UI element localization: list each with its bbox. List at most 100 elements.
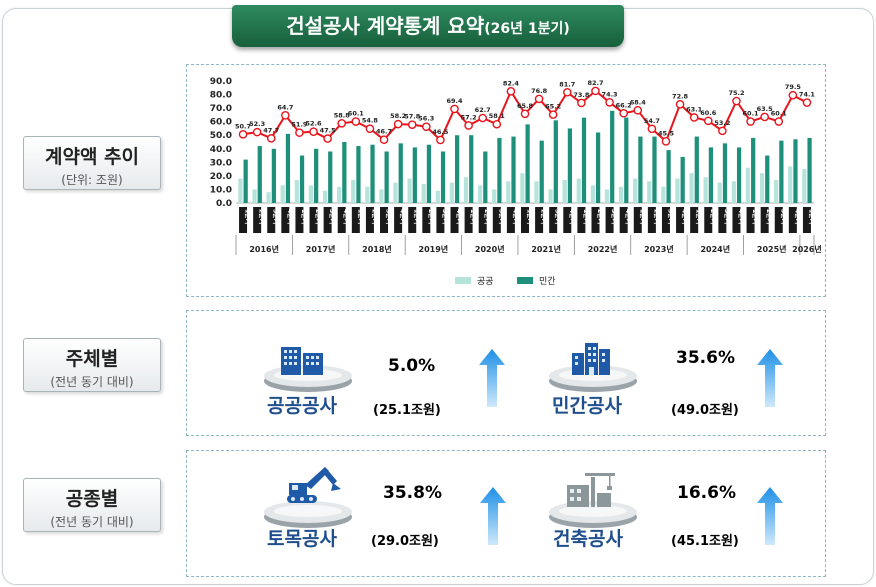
private-bar [426,144,432,203]
year-label: 2023년 [644,244,674,254]
private-bar [595,132,601,203]
public-bar [717,182,722,203]
total-point [266,134,276,143]
svg-text:3분기: 3분기 [666,209,674,224]
y-tick-label: 10.0 [210,185,232,195]
building-up-arrow-icon [757,487,783,545]
quarter-tick-label: 2분기 [309,207,322,233]
quarter-tick-label: 1분기 [746,207,759,233]
public-bar [421,184,426,203]
total-data-label: 72.8 [672,92,689,100]
svg-text:4분기: 4분기 [624,209,632,224]
private-bar [440,151,446,203]
public-bar [294,179,299,203]
private-bar [807,137,812,203]
total-point [675,100,685,109]
svg-text:1분기: 1분기 [469,209,477,224]
y-tick-label: 90.0 [210,77,232,87]
private-bar [370,144,375,203]
quarter-tick-label: 4분기 [281,207,294,233]
svg-text:3분기: 3분기 [723,209,731,224]
y-tick-label: 50.0 [210,131,232,141]
total-point [351,117,361,126]
svg-text:1분기: 1분기 [356,209,364,224]
public-bar [252,189,257,203]
quarter-tick-label: 3분기 [605,207,618,233]
quarter-tick-label: 4분기 [788,207,801,233]
public-bar [407,178,412,203]
total-data-label: 69.4 [446,97,463,105]
svg-text:1분기: 1분기 [244,209,252,224]
public-bar [703,177,708,203]
svg-text:1분기: 1분기 [638,209,646,224]
total-point [281,110,290,120]
quarter-tick-label: 4분기 [563,207,576,233]
private-bar [751,137,756,203]
page-subtitle: (26년 1분기) [484,21,570,37]
legend-public-swatch [455,277,471,284]
svg-text:3분기: 3분기 [441,209,449,224]
public-bar [492,189,497,203]
private-bar [483,151,488,203]
total-data-label: 63.1 [686,105,703,113]
public-bar [647,181,652,203]
svg-text:2분기: 2분기 [709,209,717,224]
quarter-tick-label: 4분기 [619,207,632,233]
public-bar [393,182,398,203]
entity-box: 공공공사 5.0% (25.1조원) 민간공사 35.6% (49.0조원) [186,310,826,436]
svg-text:4분기: 4분기 [681,209,689,224]
public-bar [379,189,384,203]
public-bar [759,173,765,203]
private-bar [708,147,713,203]
private-bar [638,136,643,203]
svg-text:2분기: 2분기 [596,209,604,224]
total-point [407,120,417,129]
worktype-sublabel: (전년 동기 대비) [50,515,134,529]
quarter-tick-label: 1분기 [239,207,252,233]
total-data-label: 57.8 [404,113,421,121]
y-tick-label: 30.0 [210,158,232,168]
private-bar [328,151,333,203]
total-point [577,98,586,108]
private-bar [398,143,403,203]
svg-text:4분기: 4분기 [793,209,801,224]
svg-text:2분기: 2분기 [258,209,266,224]
private-bar [285,133,291,203]
office-building-icon [281,347,323,375]
total-data-label: 74.3 [602,90,618,98]
public-bar [802,169,807,203]
excavator-icon [287,467,341,503]
private-up-arrow-icon [757,349,783,407]
civil-works-pct: 35.8% [383,483,442,503]
total-point [520,109,530,119]
civil-up-arrow-icon [480,487,506,545]
total-point [562,87,572,97]
public-bar [477,185,483,203]
trend-chart-box: 0.0 10.0 20.0 30.0 40.0 50.0 60.0 70.0 80.0 90.0 5… [186,64,826,297]
public-bar [731,181,736,203]
public-bar [689,173,694,203]
public-bar [280,185,285,203]
quarter-tick-label: 4분기 [450,207,463,233]
private-works-amount: (49.0조원) [671,403,739,418]
public-bar [562,179,567,203]
quarter-tick-label: 4분기 [394,207,407,233]
svg-text:1분기: 1분기 [526,209,534,224]
public-up-arrow-icon [479,349,505,407]
quarter-tick-label: 3분기 [436,207,449,233]
total-data-label: 45.5 [658,129,675,137]
worktype-box: 토목공사 35.8% (29.0조원) 건축공사 16.6% (45.1조원) [186,450,826,577]
quarter-tick-label: 2분기 [253,207,266,233]
entity-sublabel: (전년 동기 대비) [50,375,134,389]
total-data-label: 58.8 [334,111,351,119]
svg-text:2분기: 2분기 [427,209,435,224]
total-data-label: 81.7 [559,80,575,88]
public-bar [308,185,314,203]
year-label: 2016년 [249,244,279,254]
total-point [732,96,741,106]
total-point [323,134,332,143]
private-bar [624,117,629,203]
svg-text:4분기: 4분기 [737,209,745,224]
total-data-label: 58.1 [489,112,506,120]
title-banner: 건설공사 계약통계 요약(26년 1분기) [232,5,624,47]
